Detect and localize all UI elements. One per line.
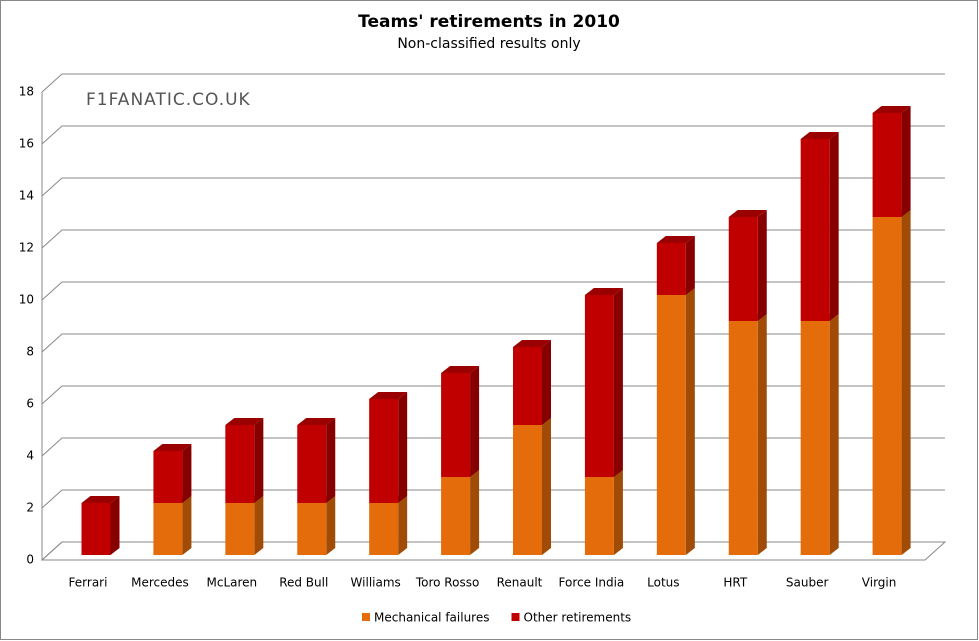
bar <box>800 321 830 555</box>
bar-top <box>441 366 480 373</box>
bar <box>369 399 399 503</box>
bar <box>441 373 471 477</box>
bar-side <box>901 210 911 555</box>
bar-side <box>829 132 839 321</box>
bar-side <box>613 470 623 555</box>
watermark: F1FANATIC.CO.UK <box>86 90 251 110</box>
grid-line <box>41 437 945 457</box>
grid-line <box>41 125 945 145</box>
bar-side <box>757 314 767 555</box>
bar-top <box>153 444 192 451</box>
grid-line <box>41 541 945 561</box>
bar-top <box>656 236 695 243</box>
bar-side <box>542 340 551 425</box>
x-tick-label: Force India <box>559 576 625 590</box>
bar-top <box>297 418 336 425</box>
bar <box>800 139 830 321</box>
x-tick-label: Mercedes <box>131 576 189 590</box>
legend-swatch <box>362 613 370 621</box>
bar-top <box>513 340 551 347</box>
bar <box>225 503 255 555</box>
legend-label: Mechanical failures <box>374 611 490 625</box>
bar-side <box>685 288 695 555</box>
bar-top <box>872 106 911 113</box>
bar <box>656 243 686 295</box>
x-tick-label: Williams <box>351 576 401 590</box>
bar <box>728 321 758 555</box>
bar <box>297 503 327 555</box>
bar <box>513 347 542 425</box>
bar-side <box>182 444 192 503</box>
bar-side <box>542 418 551 555</box>
x-tick-label: Toro Rosso <box>415 576 479 590</box>
grid-line <box>41 177 945 197</box>
x-tick-label: Lotus <box>647 576 679 590</box>
grid-line <box>41 333 945 353</box>
chart-title: Teams' retirements in 2010 <box>358 12 620 32</box>
bar <box>297 425 327 503</box>
bar-top <box>800 132 839 139</box>
grid-line <box>41 229 945 249</box>
y-tick-label: 18 <box>19 85 34 99</box>
bar-side <box>470 366 480 477</box>
bar-top <box>81 496 120 503</box>
bar-top <box>584 288 623 295</box>
y-tick-label: 2 <box>26 501 34 515</box>
bar <box>225 425 255 503</box>
y-tick-label: 4 <box>26 449 34 463</box>
bar <box>81 503 111 555</box>
bar-side <box>613 288 623 477</box>
x-tick-label: Virgin <box>862 576 897 590</box>
bar-top <box>225 418 264 425</box>
bar <box>153 503 183 555</box>
bar-side <box>254 496 264 555</box>
x-tick-label: Red Bull <box>279 576 328 590</box>
y-tick-label: 8 <box>26 345 34 359</box>
y-tick-label: 12 <box>19 241 34 255</box>
legend-swatch <box>511 613 520 621</box>
bar-side <box>182 496 192 555</box>
bar-side <box>470 470 480 555</box>
bar <box>584 477 614 555</box>
bar-side <box>398 496 408 555</box>
bar-side <box>901 106 911 217</box>
x-tick-label: Ferrari <box>69 576 108 590</box>
bar-side <box>254 418 264 503</box>
bar <box>872 217 902 555</box>
bar <box>441 477 471 555</box>
x-tick-label: McLaren <box>207 576 258 590</box>
grid-line <box>41 281 945 301</box>
y-tick-label: 0 <box>26 553 34 567</box>
bar <box>584 295 614 477</box>
bar-side <box>829 314 839 555</box>
bar-side <box>685 236 695 295</box>
grid-line <box>41 489 945 509</box>
x-tick-label: Sauber <box>786 576 829 590</box>
bar-side <box>326 418 336 503</box>
y-tick-label: 6 <box>26 397 34 411</box>
chart-subtitle: Non-classified results only <box>397 36 580 52</box>
y-tick-label: 10 <box>19 293 34 307</box>
bar <box>656 295 686 555</box>
bar-side <box>757 210 767 321</box>
bar-side <box>326 496 336 555</box>
bar <box>872 113 902 217</box>
bar <box>728 217 758 321</box>
bar-top <box>728 210 767 217</box>
legend-label: Other retirements <box>524 611 632 625</box>
y-tick-label: 16 <box>19 137 34 151</box>
grid-line <box>41 73 945 93</box>
bar <box>369 503 399 555</box>
bar <box>513 425 542 555</box>
x-tick-label: Renault <box>497 576 543 590</box>
x-tick-label: HRT <box>723 576 747 590</box>
y-tick-label: 14 <box>19 189 34 203</box>
bar <box>153 451 183 503</box>
bar-side <box>398 392 408 503</box>
grid-line <box>41 385 945 405</box>
bar-top <box>369 392 408 399</box>
bar-side <box>110 496 120 555</box>
